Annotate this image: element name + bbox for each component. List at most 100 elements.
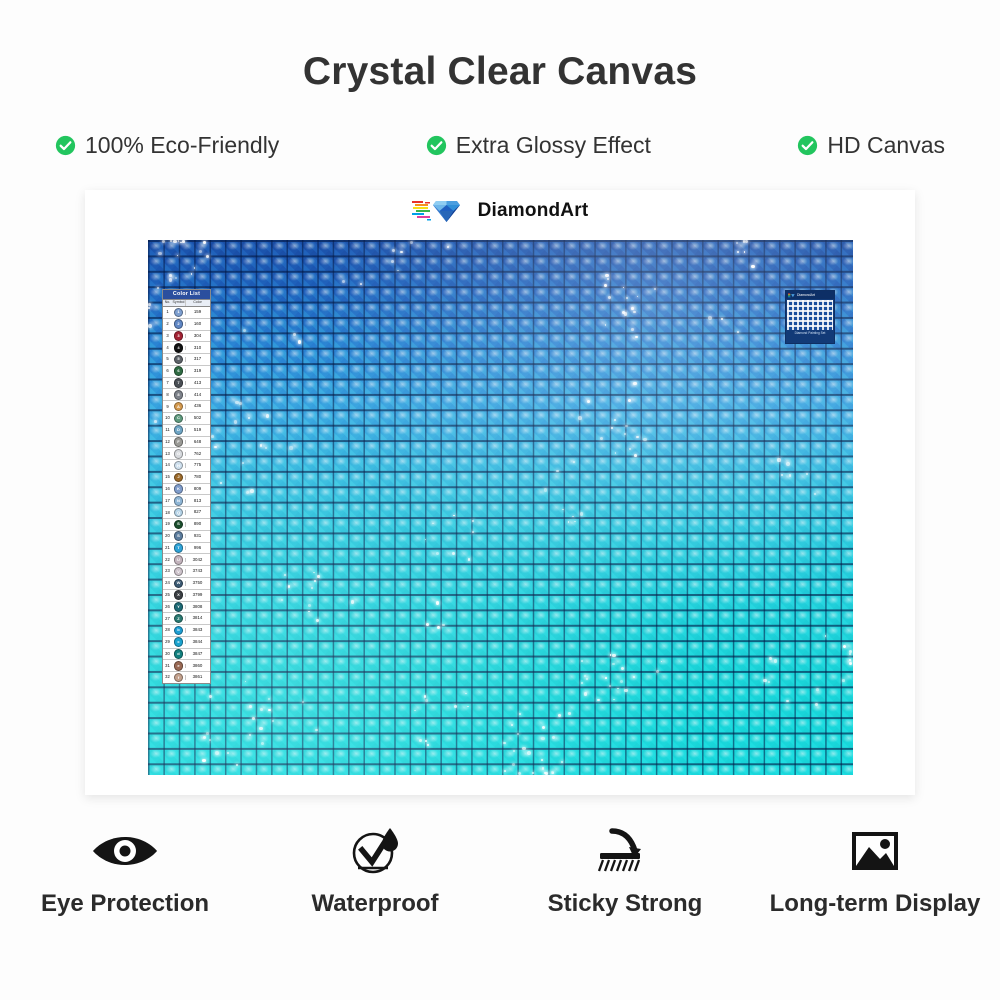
color-list-row: 30 d 3847 bbox=[163, 649, 210, 661]
color-row-number: 11 bbox=[165, 427, 170, 433]
color-row-code: 996 bbox=[185, 545, 209, 551]
color-row-code: 3843 bbox=[185, 627, 209, 633]
color-row-number: 8 bbox=[166, 391, 169, 397]
color-row-number: 23 bbox=[165, 568, 170, 574]
color-row-symbol-cell: W bbox=[172, 578, 185, 589]
brand-name: DiamondArt bbox=[477, 200, 589, 221]
color-swatch-symbol: V bbox=[173, 566, 184, 577]
color-row-code: 3814 bbox=[185, 616, 209, 621]
color-list-row: 13 G 762 bbox=[163, 448, 210, 461]
color-row-symbol-cell: Z bbox=[172, 613, 185, 624]
color-row-number: 10 bbox=[165, 415, 170, 421]
color-row-number: 4 bbox=[166, 344, 169, 350]
color-swatch-symbol: 2 bbox=[173, 319, 184, 329]
color-row-symbol-cell: T bbox=[172, 543, 185, 554]
color-list-title: Color List bbox=[163, 290, 210, 300]
feature-label: Eye Protection bbox=[40, 890, 210, 917]
bullet-label: HD Canvas bbox=[827, 132, 945, 158]
color-row-number: 2 bbox=[166, 321, 169, 327]
feature-icon-row: Eye Protection Waterproof bbox=[0, 828, 1000, 918]
color-row-code: 3042 bbox=[185, 557, 209, 562]
color-swatch-symbol: f bbox=[173, 672, 184, 683]
color-row-code: 519 bbox=[185, 427, 209, 433]
color-row-number: 29 bbox=[165, 639, 170, 645]
color-list-row: 10 C 502 bbox=[163, 413, 210, 425]
column-header-color: Color bbox=[185, 299, 209, 306]
color-row-symbol-cell: f bbox=[172, 672, 185, 683]
color-swatch-symbol: A bbox=[173, 401, 184, 412]
color-row-number: 26 bbox=[165, 603, 170, 609]
color-row-symbol-cell: S bbox=[172, 519, 185, 530]
color-swatch-symbol: b bbox=[173, 625, 184, 636]
bullet-label: Extra Glossy Effect bbox=[455, 132, 651, 158]
color-row-number: 1 bbox=[166, 309, 169, 315]
color-swatch-symbol: Q bbox=[173, 507, 184, 518]
color-row-number: 5 bbox=[166, 356, 169, 362]
color-row-code: 762 bbox=[185, 451, 209, 456]
color-swatch-symbol: K bbox=[173, 484, 184, 494]
color-swatch-symbol: 7 bbox=[173, 378, 184, 388]
color-list-row: 12 F 648 bbox=[163, 437, 210, 449]
color-swatch-symbol: 1 bbox=[173, 307, 184, 318]
color-list-table: Color List No. Symbol Color 1 1 159 2 2 160 3 3… bbox=[162, 289, 211, 684]
color-swatch-symbol: U bbox=[173, 554, 184, 565]
color-list-row: 11 D 519 bbox=[163, 425, 210, 437]
color-row-number: 22 bbox=[165, 556, 170, 562]
color-swatch-symbol: D bbox=[173, 425, 184, 435]
color-row-symbol-cell: 1 bbox=[172, 307, 185, 318]
color-row-number: 6 bbox=[166, 368, 169, 374]
product-card: DiamondArt Color List No. Symbol Color 1… bbox=[85, 190, 915, 795]
color-row-symbol-cell: C bbox=[172, 413, 185, 424]
picture-icon bbox=[850, 828, 900, 874]
color-swatch-symbol: Y bbox=[173, 602, 184, 612]
color-list-row: 22 U 3042 bbox=[163, 554, 210, 567]
color-row-symbol-cell: J bbox=[172, 472, 185, 483]
color-swatch-symbol: C bbox=[173, 413, 184, 424]
color-row-symbol-cell: F bbox=[172, 437, 185, 448]
color-row-symbol-cell: 5 bbox=[172, 354, 185, 365]
brand-lockup: DiamondArt bbox=[85, 198, 915, 224]
color-list-row: 20 S 931 bbox=[163, 531, 210, 543]
color-list-row: 18 Q 827 bbox=[163, 507, 210, 520]
feature-long-term-display: Long-term Display bbox=[755, 828, 995, 918]
color-swatch-symbol: F bbox=[173, 437, 184, 447]
thumbnail-mosaic bbox=[787, 300, 833, 330]
color-row-number: 24 bbox=[165, 580, 170, 586]
color-row-symbol-cell: H bbox=[172, 460, 185, 471]
color-list-row: 17 N 813 bbox=[163, 495, 210, 508]
color-row-code: 780 bbox=[185, 474, 209, 480]
color-row-symbol-cell: b bbox=[172, 625, 185, 636]
color-row-code: 775 bbox=[185, 462, 209, 468]
column-header-symbol: Symbol bbox=[172, 299, 185, 304]
color-swatch-symbol: c bbox=[173, 637, 184, 648]
water-drop-check-icon bbox=[349, 828, 401, 874]
color-row-number: 30 bbox=[165, 650, 170, 656]
color-row-number: 12 bbox=[165, 438, 170, 444]
thumbnail-brand: DiamondArt bbox=[797, 293, 815, 297]
mosaic-sparkles bbox=[148, 240, 853, 775]
brush-adhesive-icon bbox=[596, 828, 654, 874]
bullet-item: 100% Eco-Friendly bbox=[55, 132, 279, 159]
color-list-row: 23 V 3743 bbox=[163, 566, 210, 578]
page-title: Crystal Clear Canvas bbox=[302, 50, 698, 93]
color-list-row: 26 Y 3808 bbox=[163, 602, 210, 614]
color-row-number: 32 bbox=[165, 674, 170, 680]
color-row-code: 648 bbox=[185, 439, 209, 445]
color-list-row: 15 J 780 bbox=[163, 472, 210, 484]
color-list-row: 27 Z 3814 bbox=[163, 613, 210, 626]
color-row-number: 14 bbox=[165, 462, 170, 468]
mosaic-glossy-sheen bbox=[148, 240, 853, 775]
product-thumbnail-badge: DiamondArt Diamond Painting Set bbox=[785, 290, 835, 344]
feature-label: Long-term Display bbox=[769, 890, 981, 917]
color-row-code: 3861 bbox=[185, 674, 209, 680]
color-list-row: 25 X 3799 bbox=[163, 590, 210, 602]
color-row-code: 890 bbox=[185, 521, 209, 527]
color-row-symbol-cell: V bbox=[172, 566, 185, 577]
check-circle-icon bbox=[426, 135, 446, 156]
bullet-item: Extra Glossy Effect bbox=[426, 132, 651, 159]
color-row-symbol-cell: 8 bbox=[172, 389, 185, 400]
color-row-symbol-cell: 7 bbox=[172, 378, 185, 389]
feature-waterproof: Waterproof bbox=[255, 828, 495, 918]
color-list-row: 4 4 310 bbox=[163, 342, 210, 355]
color-row-number: 16 bbox=[165, 485, 170, 491]
